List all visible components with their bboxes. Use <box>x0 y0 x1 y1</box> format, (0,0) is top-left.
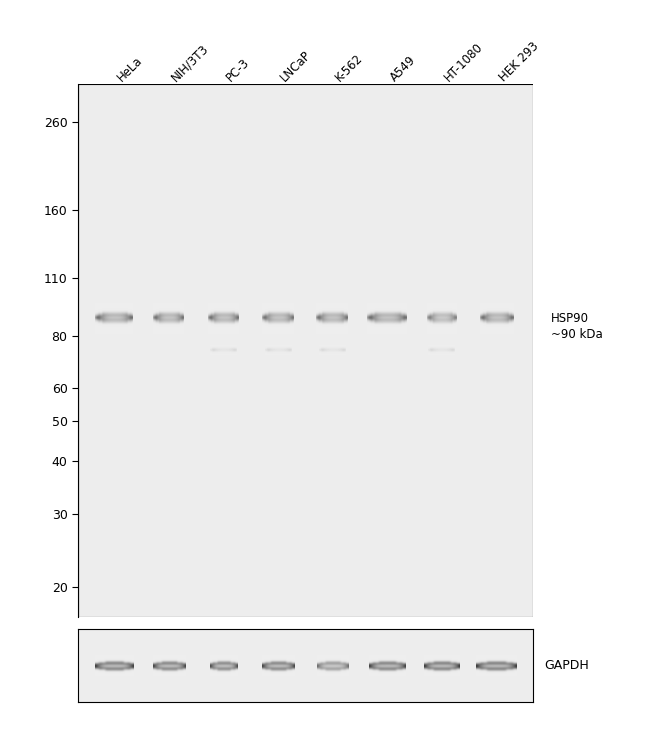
Text: NIH/3T3: NIH/3T3 <box>169 42 211 84</box>
Text: K-562: K-562 <box>333 51 365 84</box>
Text: HSP90: HSP90 <box>551 312 589 325</box>
Text: PC-3: PC-3 <box>224 55 252 84</box>
Text: GAPDH: GAPDH <box>545 659 590 672</box>
Text: HT-1080: HT-1080 <box>442 40 486 84</box>
Text: ~90 kDa: ~90 kDa <box>551 328 603 341</box>
Text: HeLa: HeLa <box>114 54 145 84</box>
Text: LNCaP: LNCaP <box>278 48 314 84</box>
Text: A549: A549 <box>387 53 418 84</box>
Text: HEK 293: HEK 293 <box>497 39 541 84</box>
